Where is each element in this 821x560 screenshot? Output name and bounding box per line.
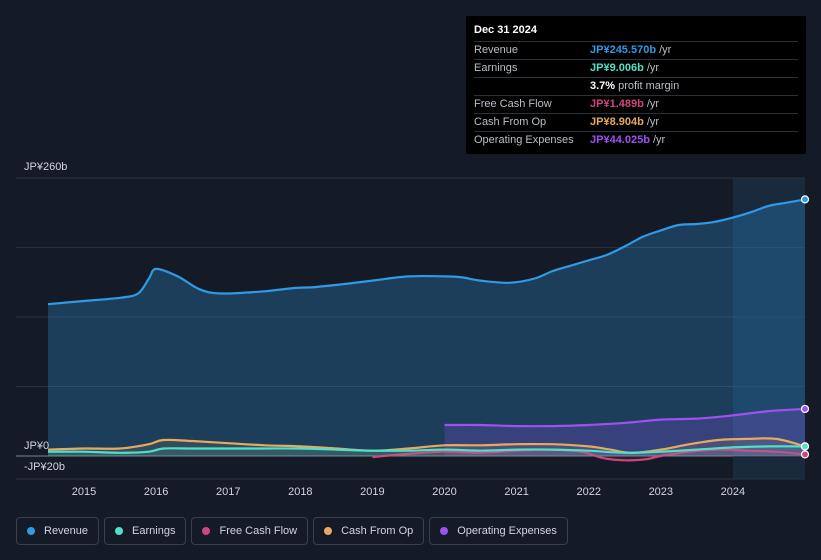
free-cash-flow-area xyxy=(372,449,805,461)
tooltip-row-label: Free Cash Flow xyxy=(474,98,552,110)
tooltip-row: Revenue JP¥245.570b/yr xyxy=(474,41,798,59)
legend-dot-icon xyxy=(440,527,449,535)
revenue-end-marker xyxy=(800,195,810,204)
x-tick-label: 2018 xyxy=(288,486,312,498)
tooltip-row-value: JP¥1.489b xyxy=(590,98,644,110)
tooltip-row-value: JP¥8.904b xyxy=(590,116,644,128)
tooltip-row-unit: /yr xyxy=(659,44,672,56)
x-tick-label: 2021 xyxy=(504,486,528,498)
x-tick-label: 2024 xyxy=(721,486,745,498)
legend-dot-icon xyxy=(202,527,211,535)
legend-label: Earnings xyxy=(132,525,176,537)
legend-label: Operating Expenses xyxy=(457,525,557,537)
tooltip-row-unit: /yr xyxy=(652,134,666,146)
tooltip-row: Operating Expenses JP¥44.025b/yr xyxy=(474,131,798,149)
tooltip-row-value: JP¥9.006b xyxy=(590,62,644,74)
tooltip-row-unit: /yr xyxy=(646,62,660,74)
x-tick-label: 2019 xyxy=(360,486,384,498)
tooltip-row-label: Operating Expenses xyxy=(474,134,574,146)
tooltip-row-label xyxy=(474,78,590,95)
legend-label: Free Cash Flow xyxy=(219,525,298,537)
tooltip-row: 3.7% profit margin xyxy=(474,77,798,95)
legend-item-revenue[interactable]: Revenue xyxy=(16,517,100,545)
operating-expenses-end-marker xyxy=(800,404,810,414)
tooltip-row-value: JP¥44.025b xyxy=(590,134,650,146)
legend-item-earnings[interactable]: Earnings xyxy=(104,517,187,545)
x-tick-label: 2023 xyxy=(649,486,673,498)
x-tick-label: 2020 xyxy=(432,486,456,498)
x-tick-label: 2016 xyxy=(144,486,168,498)
legend-label: Cash From Op xyxy=(341,525,414,537)
revenue-line xyxy=(47,198,806,306)
x-tick-label: 2022 xyxy=(576,486,600,498)
tooltip-row: Free Cash Flow JP¥1.489b/yr xyxy=(474,95,798,113)
tooltip-row-label: Revenue xyxy=(474,44,519,56)
revenue-area xyxy=(48,199,805,456)
legend-dot-icon xyxy=(115,527,124,535)
series-layer xyxy=(47,198,806,462)
legend-item-operating-expenses[interactable]: Operating Expenses xyxy=(429,517,568,545)
earnings-end-marker xyxy=(800,442,810,451)
x-tick-label: 2015 xyxy=(72,486,96,498)
legend-label: Revenue xyxy=(44,525,89,537)
chart-plot: JP¥260b JP¥0 -JP¥20b 2015 2016 2017 2018 201… xyxy=(16,161,810,498)
tooltip-row-unit: profit margin xyxy=(618,80,680,92)
legend-dot-icon xyxy=(324,527,333,535)
x-tick-label: 2017 xyxy=(216,486,240,498)
tooltip-row-label: Cash From Op xyxy=(474,116,547,128)
y-axis-bottom-label: -JP¥20b xyxy=(24,461,65,473)
free-cash-flow-end-marker xyxy=(800,450,810,459)
y-axis-zero-label: JP¥0 xyxy=(24,440,49,452)
grid-lines xyxy=(16,177,805,480)
tooltip-row-value: JP¥245.570b xyxy=(590,44,657,56)
tooltip-row-value: 3.7% xyxy=(590,80,616,92)
tooltip-row-unit: /yr xyxy=(646,98,660,110)
legend-dot-icon xyxy=(27,527,35,535)
cash-from-op-line xyxy=(47,437,806,454)
tooltip-row-label: Earnings xyxy=(474,62,518,74)
y-axis-top-label: JP¥260b xyxy=(24,161,67,173)
end-markers xyxy=(800,195,810,459)
tooltip-date: Dec 31 2024 xyxy=(474,24,537,36)
operating-expenses-line xyxy=(444,407,806,428)
tooltip-row: Cash From Op JP¥8.904b/yr xyxy=(474,113,798,131)
legend: Revenue Earnings Free Cash Flow Cash From O… xyxy=(16,517,568,545)
forecast-highlight-band xyxy=(732,178,805,479)
tooltip-row-unit: /yr xyxy=(646,116,660,128)
legend-item-cash-from-op[interactable]: Cash From Op xyxy=(313,517,425,545)
tooltip-row: Earnings JP¥9.006b/yr xyxy=(474,59,798,77)
x-axis-ticks: 2015 2016 2017 2018 2019 2020 2021 2022 2023 2024 xyxy=(72,486,745,498)
earnings-line xyxy=(47,445,806,454)
free-cash-flow-line xyxy=(372,448,806,462)
legend-item-free-cash-flow[interactable]: Free Cash Flow xyxy=(191,517,309,545)
tooltip: Dec 31 2024 Revenue JP¥245.570b/yr Earning… xyxy=(466,16,806,154)
tooltip-rows: Revenue JP¥245.570b/yr Earnings JP¥9.006b/y… xyxy=(474,41,798,149)
